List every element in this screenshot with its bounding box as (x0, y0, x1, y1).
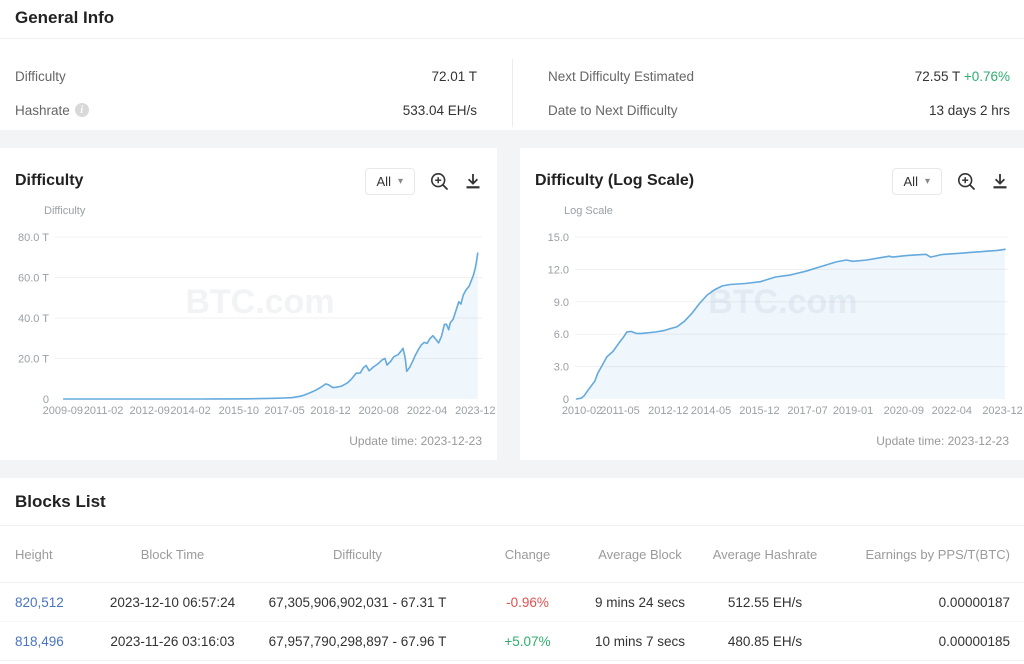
date-next-difficulty-row: Date to Next Difficulty 13 days 2 hrs (548, 93, 1010, 127)
svg-text:0: 0 (563, 394, 569, 406)
general-info-title: General Info (15, 8, 115, 27)
svg-text:3.0: 3.0 (554, 362, 569, 374)
column-header: Change (504, 546, 551, 562)
table-cell: 67,957,790,298,897 - 67.96 T (268, 633, 447, 649)
next-difficulty-label: Next Difficulty Estimated (548, 68, 695, 84)
svg-text:60.0 T: 60.0 T (18, 273, 49, 285)
update-time: Update time: 2023-12-23 (349, 434, 482, 448)
svg-text:2023-12: 2023-12 (455, 405, 495, 417)
table-cell: 2023-12-10 06:57:24 (109, 594, 236, 610)
svg-text:Difficulty: Difficulty (44, 205, 86, 217)
table-cell: 512.55 EH/s (727, 594, 803, 610)
general-info-left-column: Difficulty 72.01 T Hashrate i 533.04 EH/… (0, 59, 512, 127)
block-height-link[interactable]: 818,496 (15, 633, 64, 649)
zoom-in-icon[interactable] (957, 172, 976, 191)
svg-text:2011-05: 2011-05 (600, 405, 640, 417)
difficulty-row: Difficulty 72.01 T (15, 59, 477, 93)
date-next-difficulty-label: Date to Next Difficulty (548, 102, 678, 118)
zoom-in-icon[interactable] (430, 172, 449, 191)
table-cell: 480.85 EH/s (727, 633, 803, 649)
difficulty-log-chart[interactable]: Log Scale 0 3.0 6.0 9.0 12.0 15.0 2010-022011-0… (520, 198, 1024, 438)
difficulty-chart-title: Difficulty (15, 172, 84, 189)
svg-text:BTC.com: BTC.com (185, 283, 334, 321)
hashrate-row: Hashrate i 533.04 EH/s (15, 93, 477, 127)
svg-text:2020-09: 2020-09 (884, 405, 924, 417)
general-info-section: General Info Difficulty 72.01 T Hashrate… (0, 0, 1024, 130)
svg-text:2011-02: 2011-02 (84, 405, 124, 417)
block-height-link[interactable]: 820,512 (15, 594, 64, 610)
charts-row: Difficulty All ▾ Difficulty 0 20.0 T 40.0 T… (0, 148, 1024, 460)
svg-text:2012-09: 2012-09 (130, 405, 170, 417)
update-time: Update time: 2023-12-23 (876, 434, 1009, 448)
svg-text:2014-02: 2014-02 (170, 405, 210, 417)
table-cell: 9 mins 24 secs (594, 594, 686, 610)
svg-text:Log Scale: Log Scale (564, 205, 613, 217)
svg-text:2020-08: 2020-08 (359, 405, 399, 417)
svg-text:2015-10: 2015-10 (219, 405, 259, 417)
range-select[interactable]: All ▾ (364, 167, 415, 195)
blocks-table-header: Height Block Time Difficulty Change Average … (0, 526, 1024, 582)
difficulty-value: 72.01 T (431, 68, 477, 84)
svg-text:20.0 T: 20.0 T (18, 354, 49, 366)
column-header: Block Time (140, 546, 205, 562)
change-value: +5.07% (504, 633, 551, 649)
svg-text:2018-12: 2018-12 (310, 405, 350, 417)
chevron-down-icon: ▾ (924, 175, 930, 187)
table-cell: 10 mins 7 secs (594, 633, 686, 649)
svg-text:2022-04: 2022-04 (932, 405, 972, 417)
svg-text:6.0: 6.0 (554, 329, 569, 341)
svg-text:2023-12: 2023-12 (982, 405, 1022, 417)
svg-text:BTC.com: BTC.com (708, 283, 857, 321)
svg-text:2009-09: 2009-09 (43, 405, 83, 417)
svg-text:2017-05: 2017-05 (264, 405, 304, 417)
svg-text:15.0: 15.0 (548, 232, 569, 244)
next-difficulty-row: Next Difficulty Estimated 72.55 T +0.76% (548, 59, 1010, 93)
difficulty-log-chart-title: Difficulty (Log Scale) (535, 172, 695, 189)
column-header: Average Block (598, 546, 682, 562)
table-cell: 0.00000185 (938, 633, 1010, 649)
svg-text:40.0 T: 40.0 T (18, 313, 49, 325)
hashrate-label: Hashrate i (15, 103, 89, 118)
svg-text:2022-04: 2022-04 (407, 405, 447, 417)
table-cell: 2023-11-26 03:16:03 (110, 633, 235, 649)
table-cell: 67,305,906,902,031 - 67.31 T (268, 594, 447, 610)
blocks-list-section: Blocks List Height Block Time Difficulty Ch… (0, 478, 1024, 664)
hashrate-value: 533.04 EH/s (402, 102, 477, 118)
difficulty-chart-card: Difficulty All ▾ Difficulty 0 20.0 T 40.0 T… (0, 148, 497, 460)
info-icon[interactable]: i (74, 103, 89, 117)
blocks-list-title: Blocks List (0, 478, 1024, 526)
column-header: Earnings by PPS/T(BTC) (865, 546, 1011, 562)
svg-text:2017-07: 2017-07 (787, 405, 827, 417)
difficulty-label: Difficulty (15, 68, 66, 84)
table-row: 818,496 2023-11-26 03:16:03 67,957,790,298… (0, 621, 1024, 660)
next-difficulty-value: 72.55 T +0.76% (914, 68, 1010, 84)
difficulty-log-chart-card: Difficulty (Log Scale) All ▾ Log Scale 0 3… (520, 148, 1024, 460)
download-icon[interactable] (464, 172, 482, 190)
svg-text:9.0: 9.0 (554, 297, 569, 309)
date-next-difficulty-value: 13 days 2 hrs (928, 102, 1010, 118)
column-header: Difficulty (333, 546, 382, 562)
svg-text:2014-05: 2014-05 (691, 405, 731, 417)
column-header: Height (15, 546, 53, 562)
divider (0, 38, 1024, 39)
next-difficulty-change: +0.76% (963, 68, 1010, 84)
chevron-down-icon: ▾ (397, 175, 403, 187)
blocks-table-body: 820,512 2023-12-10 06:57:24 67,305,906,902… (0, 582, 1024, 660)
svg-text:2019-01: 2019-01 (833, 405, 873, 417)
column-header: Average Hashrate (712, 546, 818, 562)
svg-text:80.0 T: 80.0 T (18, 232, 49, 244)
general-info-right-column: Next Difficulty Estimated 72.55 T +0.76%… (512, 59, 1024, 127)
table-row: 820,512 2023-12-10 06:57:24 67,305,906,902… (0, 582, 1024, 621)
svg-text:2015-12: 2015-12 (739, 405, 779, 417)
blocks-table: Height Block Time Difficulty Change Average … (0, 526, 1024, 661)
svg-text:12.0: 12.0 (548, 264, 569, 276)
table-cell: 0.00000187 (938, 594, 1010, 610)
svg-text:2012-12: 2012-12 (648, 405, 688, 417)
change-value: -0.96% (506, 594, 549, 610)
download-icon[interactable] (991, 172, 1009, 190)
svg-text:2010-02: 2010-02 (562, 405, 602, 417)
svg-text:0: 0 (43, 394, 49, 406)
range-select[interactable]: All ▾ (891, 167, 942, 195)
difficulty-chart[interactable]: Difficulty 0 20.0 T 40.0 T 60.0 T 80.0 T 2009-… (0, 198, 497, 438)
